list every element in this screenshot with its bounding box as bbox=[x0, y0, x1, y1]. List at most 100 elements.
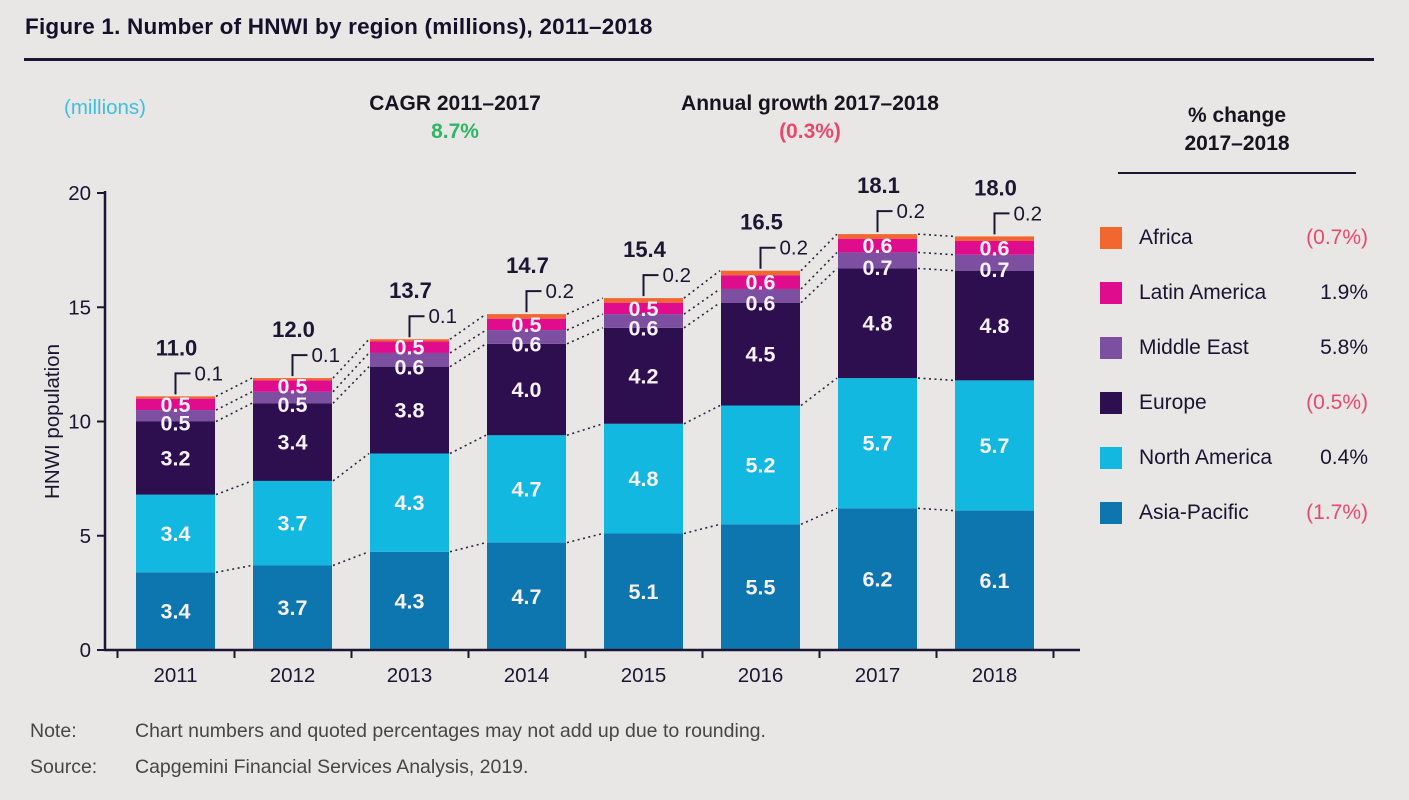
bar-segment-2016-asia-pacific bbox=[721, 524, 800, 650]
bar-segment-2017-latin-america bbox=[838, 238, 917, 253]
legend-label: Latin America bbox=[1139, 281, 1267, 305]
bar-value-label-middle-east: 0.6 bbox=[512, 332, 542, 356]
legend-change-value: 1.9% bbox=[1320, 281, 1368, 305]
y-tick-label: 10 bbox=[68, 411, 91, 434]
bar-total-label: 12.0 bbox=[272, 317, 315, 342]
bar-segment-2011-asia-pacific bbox=[136, 572, 215, 650]
bar-value-label-latin-america: 0.5 bbox=[395, 336, 425, 360]
connector-line bbox=[449, 329, 487, 354]
bar-segment-2011-africa bbox=[136, 396, 215, 399]
bar-segment-2013-asia-pacific bbox=[370, 551, 449, 650]
x-axis-year-label: 2011 bbox=[153, 664, 197, 687]
connector-line bbox=[566, 313, 604, 331]
africa-callout-label: 0.2 bbox=[663, 264, 692, 287]
connector-line bbox=[917, 377, 955, 382]
connector-line bbox=[332, 338, 370, 379]
bar-segment-2014-north-america bbox=[487, 435, 566, 543]
annual-growth-block: Annual growth 2017–2018 (0.3%) bbox=[655, 92, 965, 144]
title-rule bbox=[24, 58, 1374, 61]
bar-segment-2013-north-america bbox=[370, 453, 449, 552]
bar-value-label-asia-pacific: 4.7 bbox=[512, 585, 542, 609]
legend-label: Africa bbox=[1139, 226, 1193, 250]
bar-segment-2018-middle-east bbox=[955, 254, 1034, 271]
africa-callout-label: 0.1 bbox=[195, 362, 224, 385]
africa-callout-line bbox=[642, 274, 659, 297]
bar-segment-2014-middle-east bbox=[487, 330, 566, 344]
connector-line bbox=[566, 532, 604, 544]
connector-line bbox=[917, 233, 955, 238]
bar-value-label-middle-east: 0.7 bbox=[980, 258, 1010, 282]
bar-segment-2016-africa bbox=[721, 270, 800, 276]
bar-segment-2013-africa bbox=[370, 339, 449, 342]
bar-segment-2016-latin-america bbox=[721, 275, 800, 289]
source-text: Capgemini Financial Services Analysis, 2… bbox=[135, 756, 529, 778]
connector-line bbox=[449, 541, 487, 553]
bar-segment-2017-middle-east bbox=[838, 252, 917, 269]
bar-value-label-asia-pacific: 3.7 bbox=[278, 596, 308, 620]
africa-callout-label: 0.2 bbox=[546, 280, 575, 303]
legend-title: % change 2017–2018 bbox=[1118, 102, 1356, 174]
figure-title: Figure 1. Number of HNWI by region (mill… bbox=[25, 14, 653, 39]
connector-line bbox=[215, 377, 253, 398]
connector-line bbox=[917, 251, 955, 256]
bar-value-label-latin-america: 0.6 bbox=[980, 236, 1010, 260]
connector-line bbox=[215, 480, 253, 496]
africa-callout-label: 0.2 bbox=[1014, 202, 1043, 225]
bar-value-label-europe: 4.0 bbox=[512, 378, 542, 402]
bar-total-label: 13.7 bbox=[389, 278, 432, 303]
connector-line bbox=[215, 402, 253, 423]
footnotes: Note: Chart numbers and quoted percentag… bbox=[30, 720, 766, 792]
bar-value-label-latin-america: 0.6 bbox=[863, 234, 893, 258]
bar-segment-2017-europe bbox=[838, 268, 917, 379]
legend-title-line1: % change bbox=[1187, 104, 1287, 127]
legend-swatch bbox=[1100, 337, 1122, 360]
bar-segment-2018-latin-america bbox=[955, 240, 1034, 255]
legend-item-middle-east: Middle East 5.8% bbox=[1100, 321, 1368, 376]
bar-segment-2016-middle-east bbox=[721, 288, 800, 303]
connector-line bbox=[683, 404, 721, 425]
bar-segment-2012-europe bbox=[253, 403, 332, 481]
legend-label: Middle East bbox=[1139, 336, 1249, 360]
bar-segment-2013-latin-america bbox=[370, 341, 449, 353]
y-tick-label: 15 bbox=[68, 296, 91, 319]
y-tick-label: 5 bbox=[80, 525, 91, 548]
note-row: Note: Chart numbers and quoted percentag… bbox=[30, 720, 766, 743]
bar-value-label-north-america: 5.7 bbox=[980, 434, 1010, 458]
bar-value-label-north-america: 3.4 bbox=[161, 522, 191, 546]
connector-line bbox=[332, 550, 370, 567]
source-row: Source: Capgemini Financial Services Ana… bbox=[30, 756, 766, 779]
bar-value-label-europe: 4.8 bbox=[863, 312, 893, 336]
bar-segment-2014-europe bbox=[487, 343, 566, 436]
connector-line bbox=[566, 327, 604, 345]
legend: % change 2017–2018 Africa (0.7%) Latin Ame… bbox=[1100, 102, 1368, 541]
bar-segment-2017-north-america bbox=[838, 378, 917, 509]
bar-value-label-europe: 4.8 bbox=[980, 314, 1010, 338]
bar-value-label-north-america: 4.3 bbox=[395, 491, 425, 515]
connector-line bbox=[800, 267, 838, 304]
bar-segment-2011-north-america bbox=[136, 494, 215, 573]
legend-swatch bbox=[1100, 282, 1122, 305]
bar-segment-2013-europe bbox=[370, 366, 449, 454]
bar-value-label-asia-pacific: 5.1 bbox=[629, 580, 659, 604]
bar-value-label-latin-america: 0.5 bbox=[629, 297, 659, 321]
bar-value-label-north-america: 3.7 bbox=[278, 512, 308, 536]
bar-segment-2018-north-america bbox=[955, 380, 1034, 511]
bar-value-label-middle-east: 0.7 bbox=[863, 256, 893, 280]
bar-segment-2012-middle-east bbox=[253, 391, 332, 404]
bar-segment-2012-north-america bbox=[253, 480, 332, 566]
bar-value-label-asia-pacific: 6.2 bbox=[863, 568, 893, 592]
bar-value-label-latin-america: 0.5 bbox=[512, 313, 542, 337]
bar-total-label: 18.0 bbox=[974, 175, 1017, 200]
bar-segment-2015-north-america bbox=[604, 423, 683, 534]
legend-swatch bbox=[1100, 392, 1122, 415]
legend-swatch bbox=[1100, 227, 1122, 250]
source-label: Source: bbox=[30, 756, 98, 778]
connector-line bbox=[332, 352, 370, 393]
bar-segment-2015-latin-america bbox=[604, 302, 683, 315]
bar-value-label-middle-east: 0.6 bbox=[395, 355, 425, 379]
legend-change-value: 5.8% bbox=[1320, 336, 1368, 360]
y-tick-label: 0 bbox=[80, 639, 91, 662]
bar-segment-2014-latin-america bbox=[487, 318, 566, 331]
africa-callout-line bbox=[993, 212, 1010, 235]
